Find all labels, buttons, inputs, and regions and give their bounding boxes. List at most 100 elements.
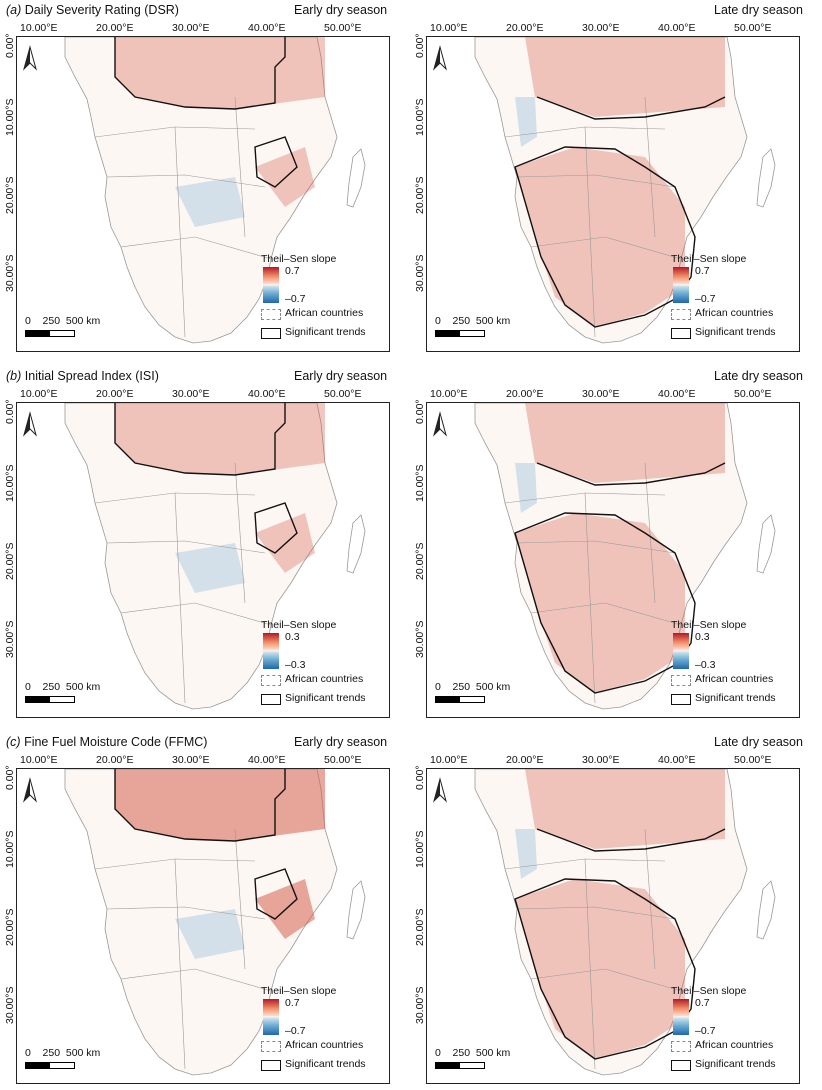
countries-label: African countries [695,1039,774,1051]
map-legend: Theil–Sen slope 0.3 –0.3 African countries S… [261,619,385,711]
latitude-label: 0.00° [414,765,426,790]
legend-title: Theil–Sen slope [671,619,747,631]
map-canvas [474,37,776,344]
map-frame: Theil–Sen slope 0.7 –0.7 African countries S… [16,36,390,352]
scale-bar-graphic [25,696,75,703]
color-ramp [263,267,279,303]
map-legend: Theil–Sen slope 0.7 –0.7 African countries S… [671,985,795,1077]
country-border [106,540,266,554]
latitude-label: 10.00°S [414,464,426,502]
map-panel: Late dry season 10.00°E 20.00°E 30.00°E 40.0… [410,366,814,718]
scale-bar-graphic [25,330,75,337]
country-border [234,462,246,604]
significant-label: Significant trends [695,692,776,704]
africa-landmass [474,769,748,1076]
longitude-label: 50.00°E [324,388,362,400]
north-arrow-icon [23,411,37,439]
countries-swatch [671,309,691,320]
significant-swatch [261,1060,281,1071]
country-border [584,126,596,338]
positive-trend-region [515,879,685,1059]
positive-trend-region [515,513,685,693]
row-title: (c) Fine Fuel Moisture Code (FFMC) [6,735,207,749]
latitude-label: 0.00° [414,399,426,424]
latitude-label: 30.00°S [4,986,16,1024]
map-canvas [64,769,366,1076]
longitude-label: 30.00°E [172,388,210,400]
color-ramp [673,633,689,669]
longitude-label: 30.00°E [172,754,210,766]
north-arrow-icon [433,777,447,805]
longitude-label: 20.00°E [506,22,544,34]
map-panel: Late dry season 10.00°E 20.00°E 30.00°E 40.0… [410,0,814,352]
north-arrow-icon [23,45,37,73]
longitude-label: 30.00°E [582,388,620,400]
latitude-label: 10.00°S [414,830,426,868]
longitude-label: 50.00°E [734,388,772,400]
longitude-label: 40.00°E [658,388,696,400]
longitude-label: 40.00°E [658,22,696,34]
latitude-label: 20.00°S [414,908,426,946]
country-border [234,828,246,970]
significant-swatch [671,328,691,339]
legend-title: Theil–Sen slope [671,253,747,265]
scale-bar: 0 250 500 km [435,1047,525,1071]
positive-trend-region [515,147,685,327]
significant-label: Significant trends [695,1058,776,1070]
significant-trend-outline [254,868,298,920]
country-border [120,968,272,992]
longitude-label: 50.00°E [734,22,772,34]
latitude-label: 20.00°S [4,542,16,580]
legend-title: Theil–Sen slope [261,619,337,631]
countries-label: African countries [285,307,364,319]
panel-letter: (c) [6,735,21,749]
country-border [106,906,266,920]
country-border [530,968,682,992]
significant-swatch [671,1060,691,1071]
country-border [174,126,186,338]
countries-swatch [261,1041,281,1052]
longitude-label: 20.00°E [506,388,544,400]
season-label: Late dry season [714,3,803,17]
color-ramp [263,633,279,669]
longitude-label: 50.00°E [324,754,362,766]
country-border [174,492,186,704]
longitude-label: 30.00°E [582,754,620,766]
latitude-label: 20.00°S [4,176,16,214]
latitude-label: 10.00°S [4,464,16,502]
scale-bar-graphic [25,1062,75,1069]
map-frame: Theil–Sen slope 0.7 –0.7 African countries S… [426,36,800,352]
africa-landmass [64,769,338,1076]
country-border [584,492,596,704]
country-border [530,602,682,626]
latitude-label: 30.00°S [414,986,426,1024]
significant-trend-outline [254,136,298,188]
latitude-label: 30.00°S [414,620,426,658]
legend-min-value: –0.7 [285,1025,306,1037]
legend-min-value: –0.7 [695,1025,716,1037]
color-ramp [263,999,279,1035]
scale-bar-label: 0 250 500 km [435,681,511,693]
significant-label: Significant trends [285,1058,366,1070]
country-border [120,236,272,260]
longitude-label: 10.00°E [430,22,468,34]
significant-trend-outline [114,769,286,842]
scale-bar: 0 250 500 km [25,681,115,705]
legend-min-value: –0.7 [285,293,306,305]
latitude-label: 30.00°S [4,254,16,292]
scale-bar: 0 250 500 km [435,315,525,339]
latitude-label: 0.00° [4,765,16,790]
north-arrow-icon [433,45,447,73]
season-label: Early dry season [294,3,388,17]
legend-min-value: –0.3 [285,659,306,671]
countries-swatch [671,1041,691,1052]
longitude-label: 40.00°E [248,754,286,766]
latitude-label: 0.00° [414,33,426,58]
countries-label: African countries [695,673,774,685]
negative-trend-region [175,909,245,959]
significant-swatch [671,694,691,705]
map-frame: Theil–Sen slope 0.7 –0.7 African countries S… [426,768,800,1084]
longitude-label: 40.00°E [248,22,286,34]
scale-bar: 0 250 500 km [25,315,115,339]
country-border [644,462,656,604]
